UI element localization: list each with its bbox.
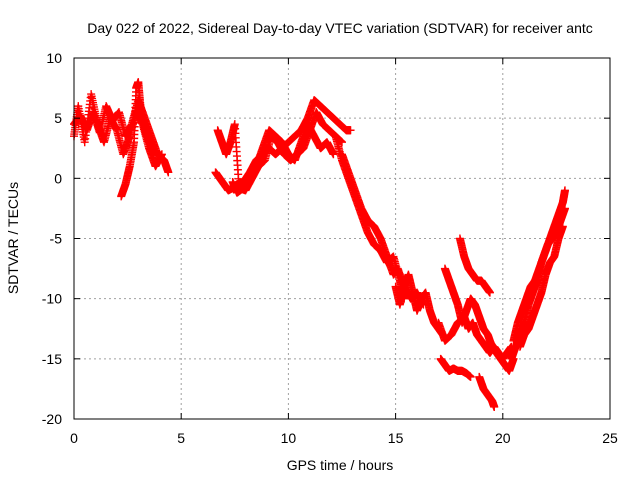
axis-ticks: 0 5 10 15 20 25 10 5 0 -5 -10 -15 -20 — [42, 50, 618, 446]
grid — [74, 58, 610, 419]
data-point — [329, 150, 338, 159]
chart-title: Day 022 of 2022, Sidereal Day-to-day VTE… — [87, 20, 593, 36]
data-point — [485, 288, 494, 297]
y-tick-label: -5 — [50, 231, 63, 247]
y-tick-label: 10 — [46, 50, 62, 66]
x-tick-label: 25 — [602, 430, 618, 446]
y-tick-label: -20 — [42, 411, 62, 427]
x-tick-label: 10 — [281, 430, 297, 446]
y-tick-label: 5 — [54, 110, 62, 126]
data-point — [157, 150, 166, 159]
y-axis-label: SDTVAR / TECUs — [5, 182, 21, 294]
data-point — [560, 204, 569, 213]
data-point — [346, 126, 355, 135]
data-point — [338, 138, 346, 147]
x-tick-label: 20 — [495, 430, 511, 446]
x-tick-label: 0 — [70, 430, 78, 446]
data-points — [70, 78, 569, 411]
data-point — [490, 402, 499, 411]
data-point — [149, 150, 158, 159]
y-tick-label: -10 — [42, 291, 62, 307]
data-point — [558, 222, 567, 231]
y-tick-label: -15 — [42, 351, 62, 367]
data-point — [560, 186, 569, 195]
x-tick-label: 5 — [177, 430, 185, 446]
x-tick-label: 15 — [388, 430, 404, 446]
data-point — [466, 372, 475, 381]
y-tick-label: 0 — [54, 170, 62, 186]
x-axis-label: GPS time / hours — [287, 457, 394, 473]
data-point — [164, 168, 173, 177]
